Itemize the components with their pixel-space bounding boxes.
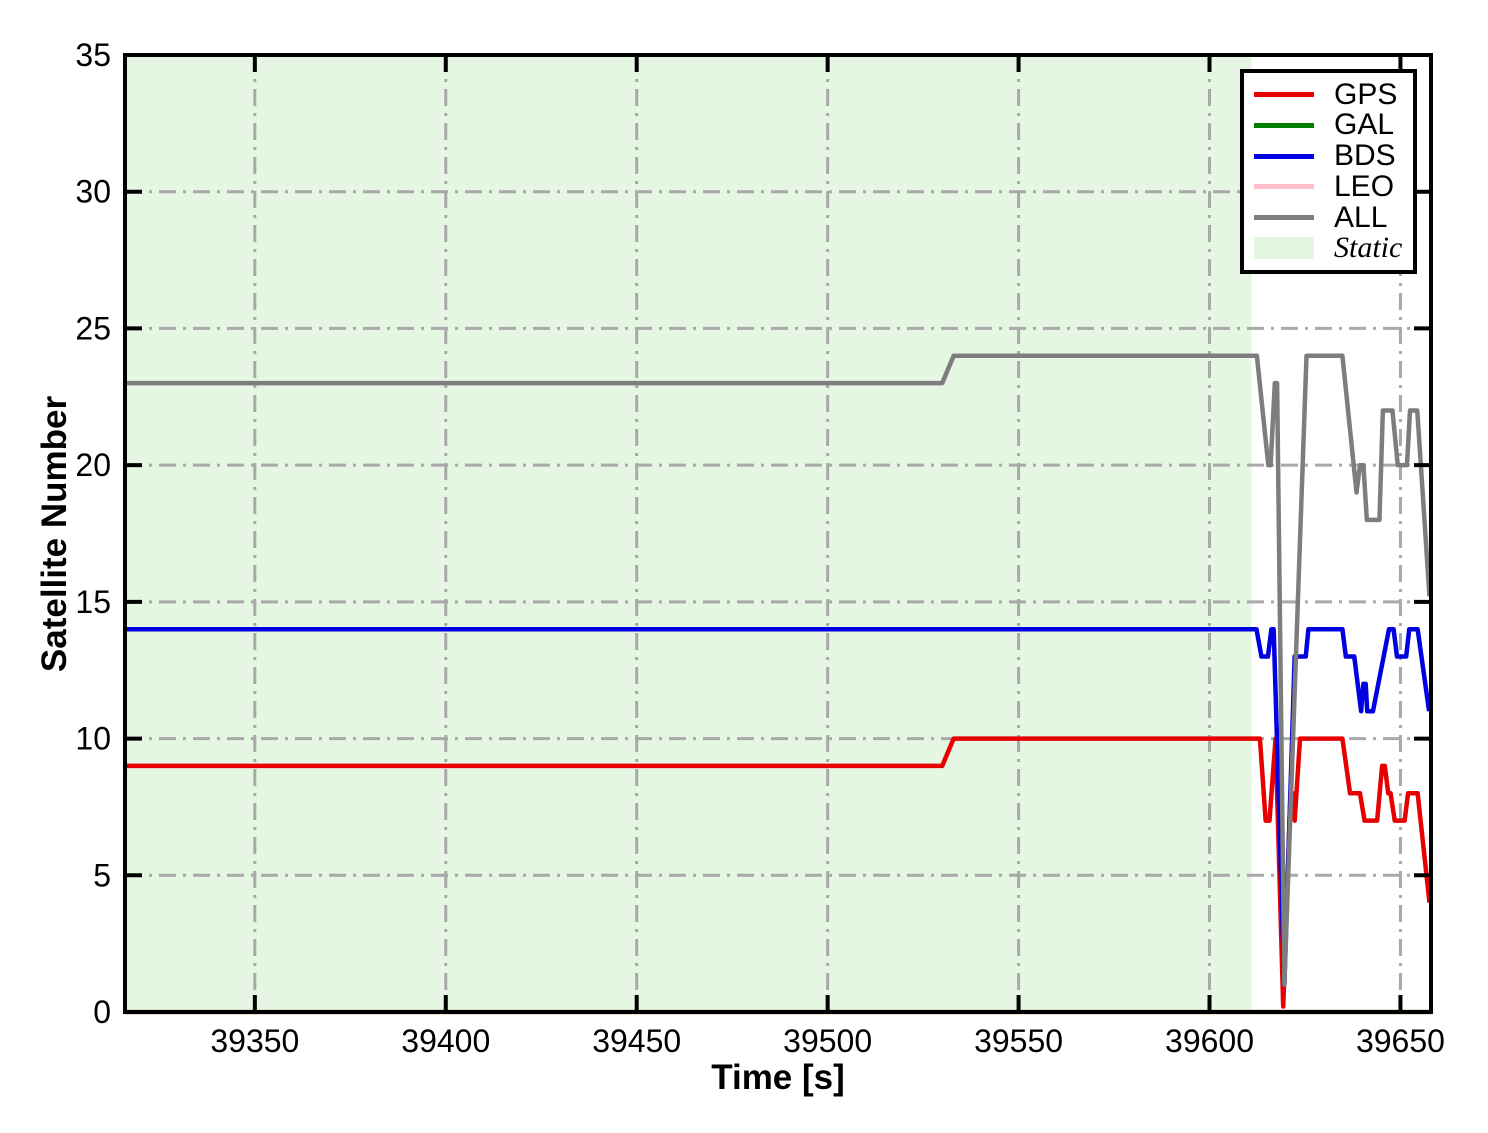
series-line-bds xyxy=(125,626,1432,987)
legend: GPS GAL BDS LEO ALL Static xyxy=(1240,69,1417,274)
axes-box xyxy=(123,53,1433,1014)
legend-label-all: ALL xyxy=(1334,200,1388,234)
legend-item-gps: GPS xyxy=(1254,77,1413,111)
series-line-gps xyxy=(125,736,1432,1009)
y-tick-label: 10 xyxy=(75,721,111,757)
x-tick-label: 39650 xyxy=(1356,1023,1445,1059)
legend-label-leo: LEO xyxy=(1334,169,1395,203)
legend-label-bds: BDS xyxy=(1334,139,1396,173)
gal-line-swatch xyxy=(1254,122,1314,128)
legend-label-gps: GPS xyxy=(1334,77,1398,111)
gps-line-swatch xyxy=(1254,92,1314,98)
y-tick-label: 5 xyxy=(93,857,111,893)
legend-item-leo: LEO xyxy=(1254,169,1413,203)
leo-line-swatch xyxy=(1254,184,1314,190)
y-axis-title: Satellite Number xyxy=(35,395,74,673)
legend-item-bds: BDS xyxy=(1254,141,1413,171)
x-tick-label: 39600 xyxy=(1165,1023,1254,1059)
x-tick-label: 39450 xyxy=(592,1023,681,1059)
legend-item-all: ALL xyxy=(1254,200,1413,234)
legend-item-gal: GAL xyxy=(1254,110,1413,140)
x-tick-label: 39500 xyxy=(783,1023,872,1059)
bds-line-swatch xyxy=(1254,153,1314,159)
y-tick-label: 20 xyxy=(75,447,111,483)
legend-item-static: Static xyxy=(1254,233,1413,263)
series-line-all xyxy=(125,353,1432,987)
y-tick-label: 25 xyxy=(75,310,111,346)
x-tick-label: 39350 xyxy=(210,1023,299,1059)
static-region xyxy=(125,55,1252,1012)
y-tick-label: 35 xyxy=(75,37,111,73)
y-tick-label: 15 xyxy=(75,584,111,620)
y-tick-label: 30 xyxy=(75,174,111,210)
legend-label-gal: GAL xyxy=(1334,108,1395,142)
legend-label-static: Static xyxy=(1334,231,1403,265)
x-tick-label: 39550 xyxy=(974,1023,1063,1059)
static-patch-swatch xyxy=(1254,237,1314,260)
y-tick-label: 0 xyxy=(93,994,111,1030)
x-axis-title: Time [s] xyxy=(711,1058,845,1097)
x-tick-label: 39400 xyxy=(401,1023,490,1059)
all-line-swatch xyxy=(1254,215,1314,221)
